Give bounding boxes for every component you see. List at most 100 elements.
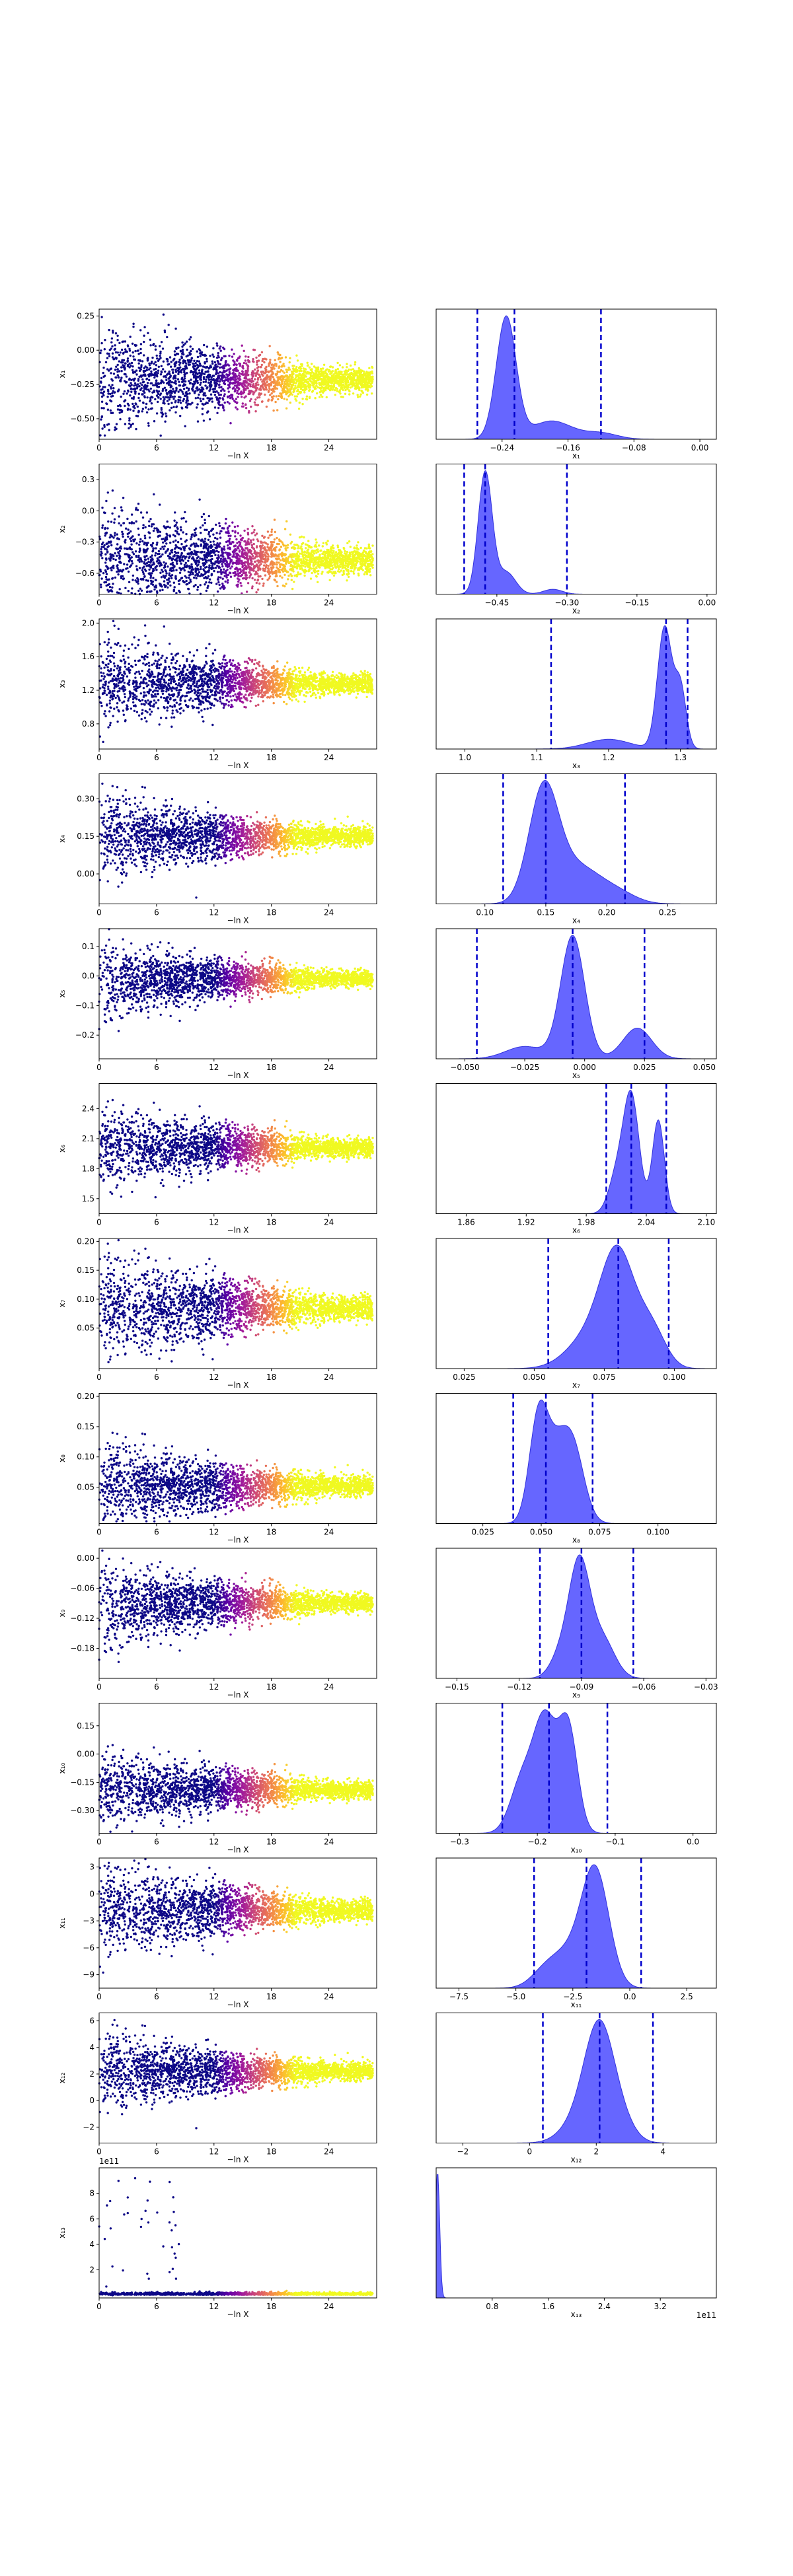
scatter-point [184,361,186,363]
scatter-point [254,375,257,377]
scatter-point [200,565,202,568]
scatter-point [123,390,126,393]
scatter-point [272,395,275,398]
scatter-point [280,365,283,368]
scatter-point [269,359,272,361]
scatter-point [348,572,350,575]
scatter-point [223,389,226,392]
scatter-point [229,397,232,400]
scatter-point [224,580,227,583]
scatter-point [135,565,138,567]
scatter-point [104,534,106,537]
scatter-point [202,377,206,380]
scatter-ytick-label: 0.25 [77,311,94,320]
scatter-point [326,540,329,542]
scatter-point [199,355,202,357]
scatter-point [298,402,301,404]
scatter-point [100,418,102,421]
scatter-point [125,375,128,378]
scatter-point [182,398,185,400]
scatter-point [327,377,330,380]
scatter-point [166,336,169,339]
scatter-point [139,351,142,355]
scatter-point [234,388,237,391]
scatter-point [293,395,297,398]
scatter-point [126,402,130,405]
scatter-point [315,387,317,390]
scatter-point [114,369,117,371]
scatter-point [301,555,304,557]
scatter-point [168,370,170,373]
scatter-point [188,577,190,579]
scatter-point [305,395,309,398]
scatter-point [273,519,276,521]
scatter-point [354,566,357,569]
scatter-point [289,401,291,404]
scatter-point [313,365,316,368]
scatter-point [216,538,219,540]
scatter-point [199,397,202,400]
scatter-point [153,376,156,379]
scatter-point [227,556,230,559]
scatter-point [153,527,156,530]
scatter-point [310,375,313,377]
scatter-point [256,386,258,390]
scatter-point [176,526,178,529]
scatter-point [248,576,251,579]
scatter-point [116,543,119,546]
scatter-point [353,555,356,558]
scatter-point [334,555,337,557]
scatter-point [309,561,311,563]
scatter-point [99,434,102,437]
scatter-point [213,569,215,573]
scatter-point [148,536,151,539]
scatter-point [255,388,258,391]
scatter-point [297,408,301,410]
scatter-point [268,387,271,390]
scatter-point [365,555,367,558]
scatter-point [217,576,220,579]
scatter-point [108,557,110,560]
scatter-point [151,542,155,545]
scatter-point [241,562,245,565]
scatter-point [276,376,279,378]
scatter-point [331,366,334,369]
scatter-point [132,535,134,538]
scatter-point [102,386,104,388]
scatter-point [132,355,135,358]
scatter-point [102,375,105,378]
scatter-point [119,351,122,354]
scatter-point [274,382,277,384]
scatter-point [133,390,136,393]
scatter-point [228,402,231,405]
scatter-point [130,390,133,393]
scatter-point [301,562,303,565]
scatter-point [145,554,148,557]
scatter-point [203,373,206,375]
scatter-point [274,530,276,534]
scatter-point [128,378,131,381]
scatter-point [159,571,162,574]
scatter-point [110,520,113,523]
scatter-point [142,380,145,383]
scatter-point [302,564,305,567]
scatter-point [137,362,140,365]
scatter-point [255,372,258,375]
scatter-point [130,522,133,524]
scatter-point [155,412,159,415]
scatter-point [103,544,106,547]
scatter-point [167,565,169,568]
scatter-point [185,539,188,542]
scatter-point [296,359,299,362]
scatter-point [118,515,120,518]
scatter-point [332,552,334,554]
scatter-point [151,544,153,546]
scatter-point [154,348,157,351]
scatter-point [280,394,283,397]
scatter-point [145,377,149,380]
scatter-point [200,378,202,381]
scatter-point [234,384,237,387]
scatter-point [169,569,172,572]
scatter-point [142,524,145,526]
scatter-point [219,554,223,557]
